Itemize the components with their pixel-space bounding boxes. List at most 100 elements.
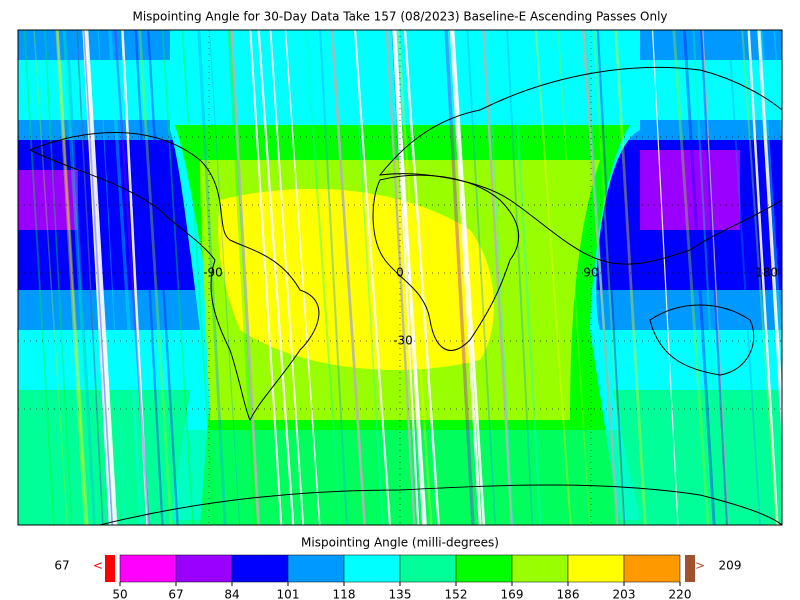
- swath-streak: [319, 30, 348, 525]
- color-bin: [287, 554, 345, 583]
- swath-streak: [161, 30, 194, 525]
- swath-streak: [651, 30, 679, 525]
- swath-streak: [444, 30, 475, 525]
- swath-streak: [773, 30, 782, 154]
- swath-streak: [385, 30, 416, 525]
- swath-streak: [75, 30, 105, 525]
- lon-label: 90: [583, 266, 598, 280]
- swath-streak: [33, 30, 69, 525]
- swath-streak: [108, 30, 144, 525]
- swath-streak: [741, 30, 778, 525]
- graticule: [18, 30, 782, 525]
- lon-label: 180: [755, 266, 778, 280]
- colorbar-label: Mispointing Angle (milli-degrees): [301, 536, 499, 550]
- title: Mispointing Angle for 30-Day Data Take 1…: [132, 10, 667, 24]
- tick-label: 101: [277, 588, 300, 600]
- swath-streak: [672, 30, 710, 525]
- swath-streak: [85, 30, 118, 525]
- tick-label: 135: [389, 588, 412, 600]
- color-bin: [399, 554, 457, 583]
- swath-streak: [392, 30, 427, 525]
- lat-label: -30: [393, 334, 413, 348]
- swath-streak: [352, 30, 384, 525]
- africa: [372, 174, 520, 351]
- swath-streak: [397, 30, 433, 525]
- swath-streak: [727, 30, 762, 525]
- swath-streak: [596, 30, 626, 525]
- swath-streak: [269, 30, 305, 525]
- tick-label: 203: [613, 588, 636, 600]
- max-value: 209: [719, 559, 742, 573]
- swath-streak: [592, 30, 625, 525]
- swath-streak: [682, 30, 716, 525]
- tick-label: 67: [168, 588, 183, 600]
- swath-streak: [486, 30, 514, 525]
- swath-streak: [181, 30, 216, 525]
- color-bin: [231, 554, 289, 583]
- swath-streak: [257, 30, 295, 525]
- tick-label: 118: [333, 588, 356, 600]
- eurasia: [378, 66, 782, 265]
- swath-streak: [65, 30, 96, 525]
- swath-streak: [506, 30, 534, 525]
- under-arrow: <: [93, 559, 103, 573]
- swath-streak: [700, 30, 729, 525]
- swath-streak: [23, 30, 55, 525]
- tick-label: 152: [445, 588, 468, 600]
- swath-streak: [76, 30, 104, 525]
- color-bin: [455, 554, 513, 583]
- swath-streak: [403, 30, 440, 525]
- swath-streak: [284, 30, 321, 525]
- swath-streak: [55, 30, 87, 525]
- tick-label: 169: [501, 588, 524, 600]
- swath-streak: [134, 30, 164, 525]
- under-color: [105, 555, 115, 582]
- field-band: [18, 170, 78, 230]
- swath-streak: [534, 30, 572, 525]
- swath-streak: [692, 30, 722, 525]
- swath-streak: [197, 30, 227, 525]
- swath-streak: [97, 30, 126, 525]
- swath-streak: [759, 30, 782, 380]
- swath-streak: [229, 30, 260, 525]
- swath-streak: [146, 30, 179, 525]
- color-bin: [623, 554, 681, 583]
- swath-streak: [208, 30, 241, 525]
- swath-streak: [757, 30, 782, 446]
- swath-streak: [330, 30, 367, 525]
- swath-streak: [305, 30, 342, 525]
- tick-label: 84: [224, 588, 239, 600]
- map-field: [18, 30, 782, 525]
- swath-streak: [83, 30, 114, 525]
- australia: [649, 304, 755, 376]
- antarctica: [99, 484, 782, 525]
- tick-label: 50: [112, 588, 127, 600]
- swath-streak: [249, 30, 283, 525]
- lon-label: 0: [396, 266, 404, 280]
- coastlines: [28, 66, 782, 525]
- swath-streak: [62, 30, 96, 525]
- swath-streak: [82, 30, 115, 525]
- swath-streak: [584, 30, 618, 525]
- colorbar: 50 67 84 101 118 135 152 169 186 203 220: [105, 554, 695, 600]
- swath-streak: [582, 30, 619, 525]
- swath-streak: [482, 30, 513, 525]
- swath-streak: [392, 30, 420, 525]
- tick-label: 186: [557, 588, 580, 600]
- swath-streak: [121, 30, 149, 525]
- swath-streak: [449, 30, 482, 525]
- lon-label: -90: [203, 266, 223, 280]
- color-bin: [343, 554, 401, 583]
- map: -90 0 90 180 -30: [17, 29, 783, 526]
- over-color: [685, 555, 695, 582]
- min-value: 67: [54, 559, 69, 573]
- swath-streak: [138, 30, 173, 525]
- color-bin: [511, 554, 569, 583]
- swath-streak: [557, 30, 591, 525]
- swath-streak: [227, 30, 258, 525]
- americas: [28, 132, 320, 422]
- color-bin: [119, 554, 177, 583]
- tick-label: 220: [669, 588, 692, 600]
- swath-streak: [44, 30, 73, 525]
